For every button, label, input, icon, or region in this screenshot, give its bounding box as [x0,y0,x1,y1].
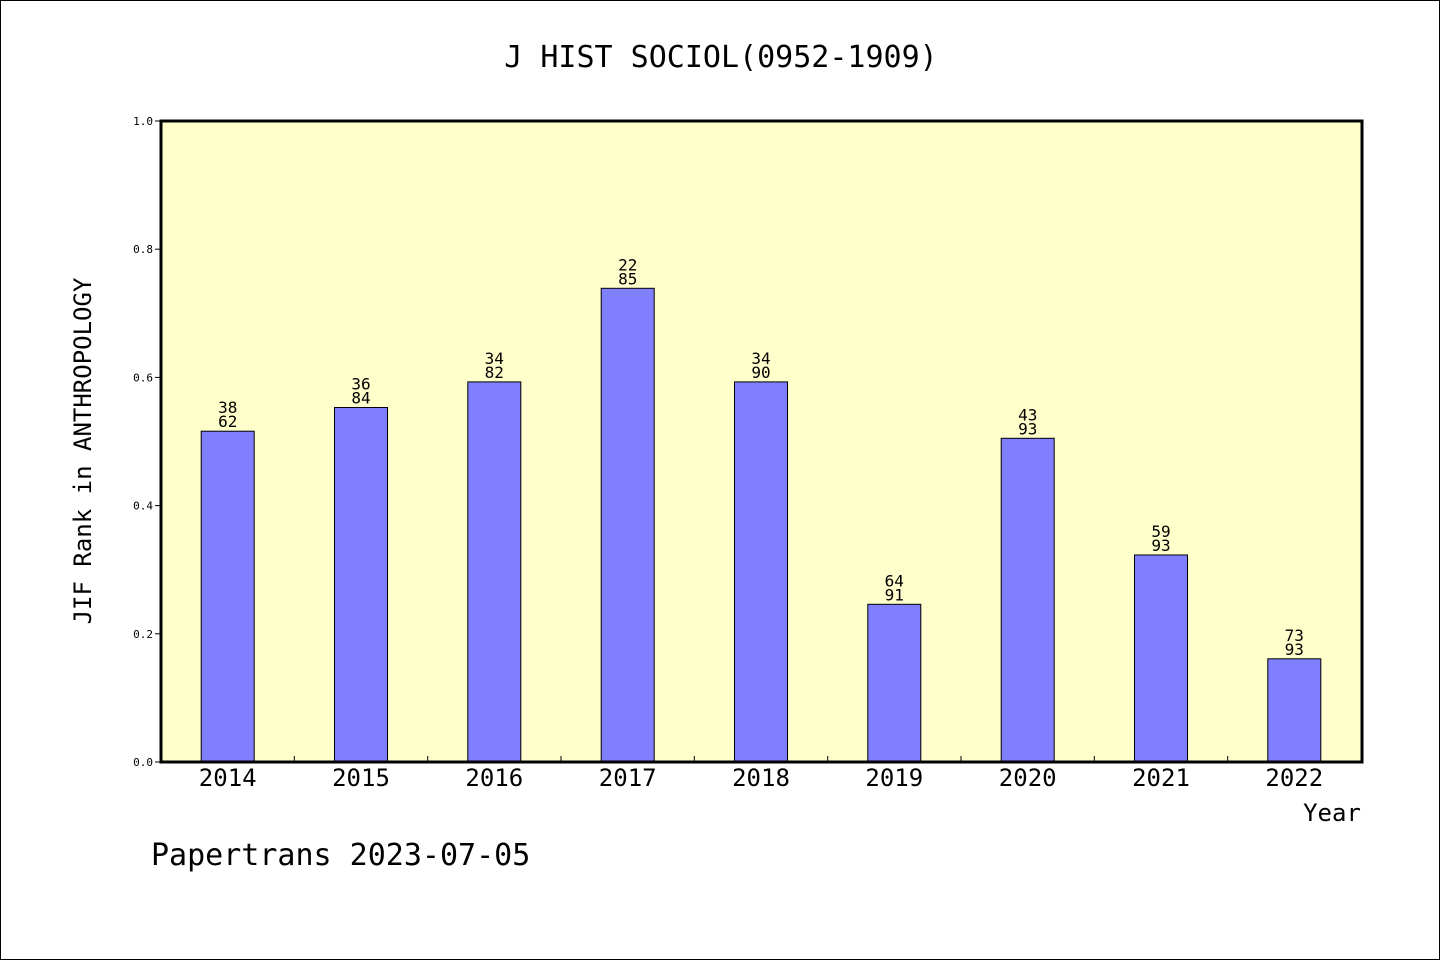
x-tick-label-2021: 2021 [1132,764,1190,792]
bar-rank-label-2022: 73 [1285,626,1304,645]
x-tick-label-2014: 2014 [199,764,257,792]
bar-2018 [734,381,788,763]
bar-2022 [1267,658,1322,763]
footer-text: Papertrans 2023-07-05 [151,838,530,873]
bar-rank-label-2017: 22 [618,255,637,274]
y-tick-label: 0.4 [133,500,153,513]
x-tick-label-2018: 2018 [732,764,790,792]
bar-2014 [200,430,255,763]
x-tick-label-2020: 2020 [999,764,1057,792]
x-tick-label-2015: 2015 [332,764,390,792]
y-tick-label: 1.0 [133,115,153,128]
bar-rank-label-2019: 64 [885,571,904,590]
bar-rank-label-2015: 36 [351,375,370,394]
x-tick-label-2019: 2019 [865,764,923,792]
axes-layer: 2014 2015 2016 2017 2018 2019 2020 2021 2022 0.0 0… [133,115,1323,792]
plot-border [159,119,1364,764]
y-tick-label: 0.0 [133,756,153,769]
bar-total-label-2016: 82 [485,363,504,382]
x-tick-label-2017: 2017 [599,764,657,792]
y-axis-title: JIF Rank in ANTHROPOLOGY [69,277,97,624]
bar-total-label-2022: 93 [1285,640,1304,659]
bar-total-label-2018: 90 [751,363,770,382]
y-tick-label: 0.8 [133,243,153,256]
x-tick-label-2016: 2016 [465,764,523,792]
bar-total-label-2019: 91 [885,585,904,604]
bar-rank-label-2014: 38 [218,398,237,417]
bar-2021 [1134,554,1188,763]
bar-rank-label-2016: 34 [485,349,504,368]
bar-2020 [1000,437,1055,763]
bar-rank-label-2018: 34 [751,349,770,368]
y-tick-label: 0.2 [133,628,153,641]
bar-total-label-2014: 62 [218,412,237,431]
bar-2016 [467,381,522,763]
x-tick-label-2022: 2022 [1265,764,1323,792]
bar-2017 [600,287,655,763]
x-axis-title: Year [1303,799,1361,827]
bar-total-label-2015: 84 [351,389,370,408]
bar-2019 [867,603,922,763]
y-tick-label: 0.6 [133,371,153,384]
chart-title: J HIST SOCIOL(0952-1909) [504,40,937,75]
bar-total-label-2021: 93 [1151,536,1170,555]
bar-rank-label-2021: 59 [1151,522,1170,541]
bar-total-label-2017: 85 [618,269,637,288]
bar-2015 [334,407,388,763]
bar-rank-label-2020: 43 [1018,405,1037,424]
bar-total-label-2020: 93 [1018,419,1037,438]
